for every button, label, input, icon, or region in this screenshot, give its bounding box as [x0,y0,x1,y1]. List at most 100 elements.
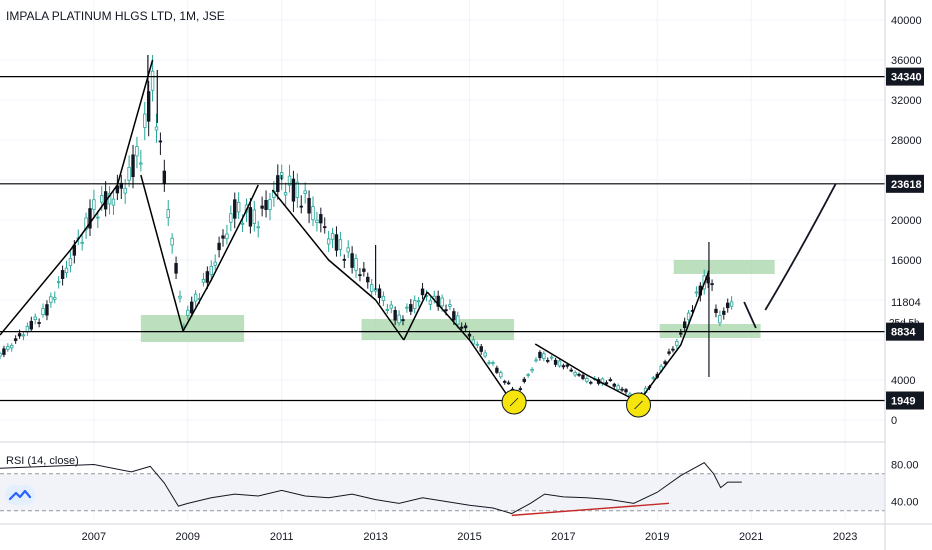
candle-body [651,377,656,380]
candle-body [229,213,233,223]
candle-body [448,304,452,307]
candle-body [6,346,10,350]
horizontal-levels[interactable]: 34340 23618 8834 1949 [0,67,924,410]
candle-body [405,306,409,309]
candle-body [686,312,691,321]
candle-body [10,345,14,349]
candle-body [624,389,628,393]
tradingview-logo-icon[interactable] [5,485,35,505]
candle-body [377,288,382,299]
y-tick-label: 16000 [891,255,922,267]
candle-body [416,300,421,303]
candle-body [459,326,464,329]
bottom-markers[interactable] [501,389,652,418]
candle-body [577,373,581,376]
candle-body [565,364,570,367]
candle-body [221,235,225,239]
candle-body [573,371,577,376]
level-label: 34340 [891,72,922,84]
candle-body [397,314,401,324]
candle-body [569,369,573,372]
candle-body [663,361,667,365]
candle-body [64,267,69,274]
candle-body [518,388,523,390]
x-tick-label: 2013 [363,531,387,543]
y-tick-label: 36000 [891,55,922,67]
candle-body [319,214,323,224]
level-label-bg [886,174,924,193]
candle-body [530,369,534,372]
rsi-label: RSI (14, close) [6,455,79,467]
candle-body [100,195,104,203]
candle-body [256,226,260,229]
candle-body [111,198,116,206]
level-label-bg [886,67,924,86]
candle-body [178,295,182,299]
candle-body [21,334,26,337]
candle-body [444,309,448,312]
support-zone [140,315,245,342]
candle-body [13,338,18,341]
candle-body [385,309,390,311]
candle-body [350,253,354,268]
candle-body [436,295,440,307]
candle-body [682,321,687,328]
level-label: 23618 [891,179,922,191]
support-zone [673,260,775,274]
candle-body [240,222,245,225]
candle-body [96,216,100,219]
candle-body [585,378,589,382]
candle-body [236,201,241,213]
candle-body [260,205,264,209]
candle-body [135,146,139,157]
candle-body [123,187,127,194]
candle-body [45,304,49,316]
y-tick-label: 20000 [891,215,922,227]
rsi-tick-label: 40.00 [891,497,919,509]
level-label-bg [886,391,924,410]
rsi-trendline [511,502,670,517]
price-candles [0,55,734,401]
x-tick-label: 2015 [457,531,481,543]
candle-body [174,263,178,274]
candle-body [483,352,487,357]
swing-lines[interactable] [0,59,837,403]
candle-body [33,316,37,320]
swing-line [0,59,154,336]
candle-body [608,379,613,382]
candle-body [534,359,538,362]
candle-body [401,319,405,322]
candle-body [60,270,65,279]
candle-body [131,154,135,178]
swing-line [534,343,639,403]
x-tick-label: 2017 [551,531,575,543]
candle-body [190,301,194,314]
support-zone [361,319,515,340]
candle-body [487,361,491,364]
x-tick-label: 2023 [833,531,857,543]
candle-body [283,192,288,196]
candle-body [315,219,319,223]
last-price-label: 11804 [891,297,921,309]
candle-body [49,296,53,303]
candle-body [80,241,84,244]
candle-body [389,304,393,309]
candle-body [209,265,213,276]
chart-title: IMPALA PLATINUM HLGS LTD, 1M, JSE [6,9,225,23]
candle-body [154,126,159,131]
rsi-tick-label: 80.00 [891,460,919,472]
x-tick-label: 2011 [270,531,294,543]
candle-body [694,291,699,294]
marker-stroke [634,400,643,410]
candle-body [127,166,131,181]
candle-body [162,170,167,184]
projection-line [743,183,837,329]
candle-body [671,348,675,351]
candle-body [526,374,530,376]
candle-body [522,378,526,382]
candle-body [88,208,92,229]
candle-body [420,288,425,296]
candle-body [538,351,542,358]
candle-body [710,283,714,286]
